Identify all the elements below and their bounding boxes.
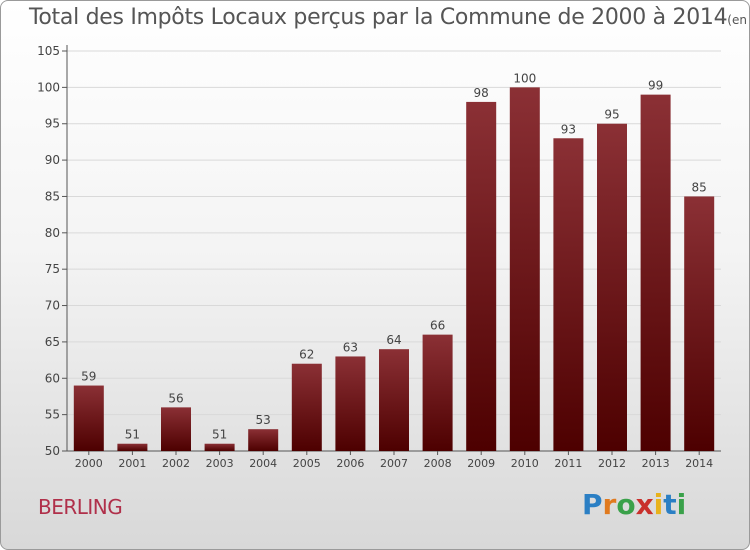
x-tick-label: 2006: [336, 457, 364, 470]
y-tick-label: 65: [45, 335, 60, 349]
bar: [161, 407, 191, 451]
bar-value-label: 63: [343, 340, 358, 354]
y-tick-label: 85: [45, 189, 60, 203]
logo-letter: r: [602, 488, 617, 521]
bar-value-label: 53: [256, 413, 271, 427]
bar-value-label: 85: [692, 180, 707, 194]
bar: [684, 196, 715, 451]
y-tick-label: 75: [45, 262, 60, 276]
y-tick-label: 60: [45, 371, 60, 385]
bar: [597, 123, 627, 452]
bar-value-label: 56: [168, 391, 183, 405]
logo-letter: i: [676, 488, 687, 521]
x-tick-label: 2004: [249, 457, 277, 470]
chart-title-text: Total des Impôts Locaux perçus par la Co…: [29, 5, 728, 30]
bar-value-label: 64: [386, 333, 401, 347]
bar-value-label: 93: [561, 122, 576, 136]
bar: [291, 363, 322, 451]
bar: [117, 443, 148, 451]
logo-letter: P: [582, 488, 603, 521]
bar: [640, 94, 671, 452]
bar-value-label: 98: [474, 86, 489, 100]
bar: [248, 429, 279, 451]
chart-title: Total des Impôts Locaux perçus par la Co…: [29, 5, 749, 30]
bar: [509, 87, 540, 451]
bar: [553, 138, 584, 452]
y-tick-label: 55: [45, 408, 60, 422]
bar: [379, 349, 409, 451]
bar-value-label: 99: [648, 79, 663, 93]
x-tick-label: 2001: [118, 457, 146, 470]
x-tick-label: 2007: [380, 457, 408, 470]
x-tick-label: 2010: [511, 457, 539, 470]
bar-value-label: 51: [125, 428, 140, 442]
y-tick-label: 70: [45, 299, 60, 313]
bar: [204, 443, 235, 451]
y-tick-label: 95: [45, 117, 60, 131]
proxiti-logo: Proxiti: [582, 488, 686, 521]
y-tick-label: 80: [45, 226, 60, 240]
x-tick-label: 2013: [642, 457, 670, 470]
bar-value-label: 100: [513, 71, 536, 85]
bar: [466, 101, 497, 451]
bar: [335, 356, 366, 451]
y-tick-label: 105: [37, 44, 60, 58]
x-tick-label: 2003: [206, 457, 234, 470]
x-tick-label: 2002: [162, 457, 190, 470]
x-tick-label: 2005: [293, 457, 321, 470]
bar-value-label: 51: [212, 428, 227, 442]
commune-name: BERLING: [38, 495, 123, 519]
y-tick-label: 50: [45, 444, 60, 458]
bar-value-label: 59: [81, 370, 96, 384]
bar-value-label: 62: [299, 348, 314, 362]
x-tick-label: 2008: [424, 457, 452, 470]
bar: [73, 385, 104, 451]
x-tick-label: 2012: [598, 457, 626, 470]
logo-letter: o: [616, 488, 636, 521]
bar: [422, 334, 453, 451]
x-tick-label: 2011: [554, 457, 582, 470]
logo-letter: i: [653, 488, 664, 521]
y-tick-label: 100: [37, 80, 60, 94]
bar-value-label: 66: [430, 319, 445, 333]
logo-letter: x: [635, 488, 654, 521]
y-tick-label: 90: [45, 153, 60, 167]
chart-unit: (en milliers d'€): [727, 13, 749, 27]
x-tick-label: 2009: [467, 457, 495, 470]
x-tick-label: 2014: [685, 457, 713, 470]
x-tick-label: 2000: [75, 457, 103, 470]
bar-value-label: 95: [604, 108, 619, 122]
logo-letter: t: [663, 488, 677, 521]
